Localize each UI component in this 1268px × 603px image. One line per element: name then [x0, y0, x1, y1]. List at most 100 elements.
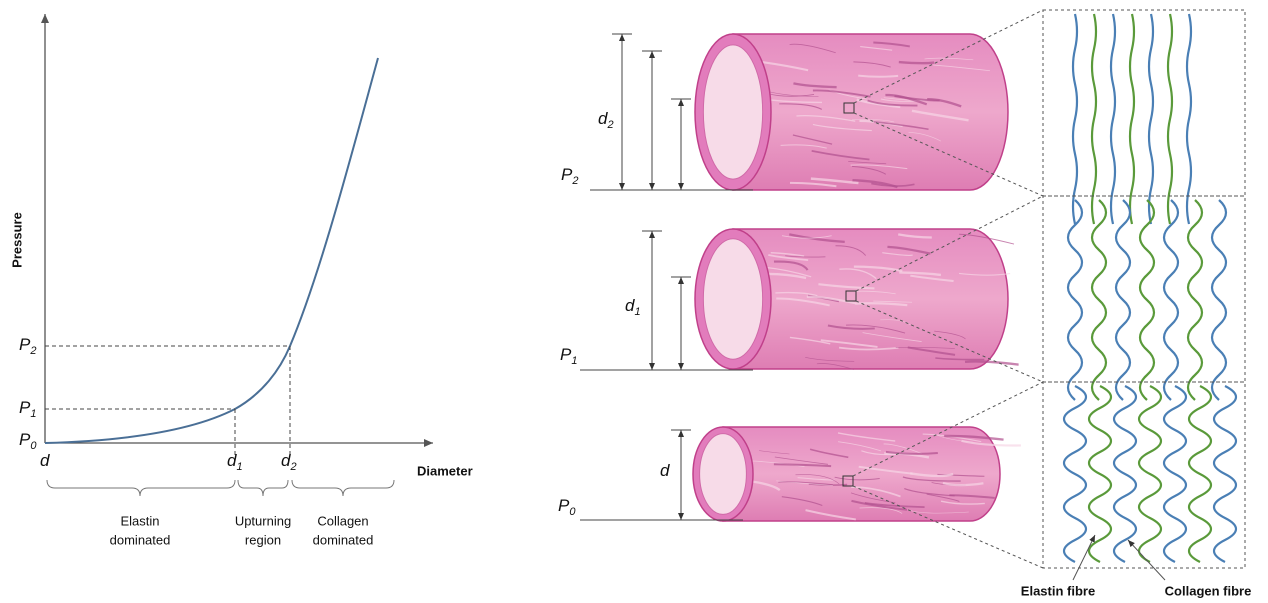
tissue-texture [937, 473, 985, 477]
tissue-texture [860, 46, 893, 51]
tissue-texture [773, 260, 809, 271]
zoom-square [845, 290, 857, 302]
symbol: d [598, 109, 608, 128]
tissue-texture [789, 336, 831, 345]
diameter-label: d2 [598, 109, 614, 130]
vessel-lumen [702, 238, 764, 360]
tissue-texture [773, 463, 832, 468]
tissue-texture [867, 99, 918, 107]
tissue-texture [797, 477, 835, 481]
tissue-texture [899, 271, 942, 277]
tissue-texture [924, 57, 974, 61]
tissue-texture [789, 181, 837, 188]
tissue-texture [811, 150, 870, 161]
tissue-texture [958, 272, 1011, 276]
fibre [1087, 385, 1113, 563]
tissue-texture [768, 254, 809, 261]
graph [41, 14, 433, 497]
fibre [1112, 385, 1138, 563]
tissue-texture [781, 496, 823, 506]
tissue-texture [810, 177, 859, 185]
fibre [1128, 13, 1136, 225]
symbol: d [227, 451, 237, 470]
tissue-texture [864, 502, 925, 508]
tissue-texture [851, 165, 887, 175]
tissue-texture [793, 82, 837, 89]
tissue-texture [796, 115, 856, 122]
tissue-texture [910, 274, 954, 283]
vessel-lumen [702, 44, 764, 180]
region-label: region [245, 532, 281, 547]
tissue-texture [964, 360, 1019, 366]
subscript: 1 [571, 355, 577, 367]
x-tick-label: d [40, 451, 50, 470]
tissue-texture [792, 134, 833, 145]
zoom-line [853, 9, 1044, 104]
subscript: 2 [29, 345, 36, 357]
tissue-texture [927, 97, 962, 108]
tissue-texture [854, 290, 896, 295]
guide-lines [45, 345, 291, 455]
symbol: d [660, 461, 670, 480]
fibre [1062, 385, 1088, 563]
tissue-texture [776, 480, 834, 486]
subscript: 0 [30, 440, 37, 452]
tissue-texture [835, 245, 866, 256]
fibre [1071, 13, 1079, 225]
fibre [1114, 199, 1132, 401]
tissue-texture [858, 465, 913, 475]
tissue-texture [774, 456, 829, 465]
tissue-texture [902, 476, 961, 482]
fibre-label: Elastin fibre [1021, 583, 1095, 598]
tissue-texture [940, 500, 985, 505]
tissue-texture [853, 265, 903, 273]
tissue-texture [837, 432, 896, 442]
tissue-texture [851, 499, 908, 511]
vessel-panel: Elastin fibre Collagen fibre [580, 9, 1251, 598]
tissue-texture [861, 450, 899, 456]
tissue-texture [812, 123, 872, 132]
tissue-texture [779, 103, 823, 110]
tissue-texture [834, 476, 880, 481]
fibre [1185, 13, 1193, 225]
vessel-body [722, 426, 1001, 522]
fibre [1090, 199, 1108, 401]
symbol: d [625, 296, 635, 315]
zoom-line [852, 485, 1044, 569]
zoom-line [855, 300, 1044, 383]
tissue-texture [759, 450, 790, 455]
tissue-texture [880, 319, 911, 325]
region-label: Upturning [235, 513, 291, 528]
subscript: 0 [569, 506, 576, 518]
tissue-texture [904, 488, 955, 497]
tissue-texture [882, 252, 913, 256]
tissue-texture [789, 233, 845, 244]
symbol: P [561, 165, 573, 184]
tissue-texture [907, 346, 956, 356]
vessel-body [732, 228, 1009, 370]
tissue-texture [789, 43, 836, 54]
tissue-texture [873, 300, 913, 303]
fibre [1187, 385, 1213, 563]
diameter-label: d1 [625, 296, 641, 317]
tissue-texture [909, 472, 954, 478]
symbol: P [560, 345, 572, 364]
pressure-label: P2 [561, 165, 578, 186]
fibre [1212, 385, 1238, 563]
fibre [1210, 199, 1228, 401]
tissue-texture [809, 448, 849, 459]
zoom-box [1042, 381, 1246, 569]
tissue-texture [949, 494, 995, 499]
fibre [1109, 13, 1117, 225]
tissue-texture [816, 363, 854, 370]
subscript: 2 [289, 461, 296, 473]
x-axis-label: Diameter [417, 463, 473, 478]
pressure-curve [44, 57, 379, 444]
tissue-texture [942, 481, 984, 487]
tissue-texture [770, 252, 805, 257]
tissue-texture [909, 510, 969, 514]
tissue-texture [871, 182, 915, 187]
fibre [1066, 199, 1084, 401]
diameter-label: d [660, 461, 670, 480]
tissue-texture [775, 291, 818, 297]
